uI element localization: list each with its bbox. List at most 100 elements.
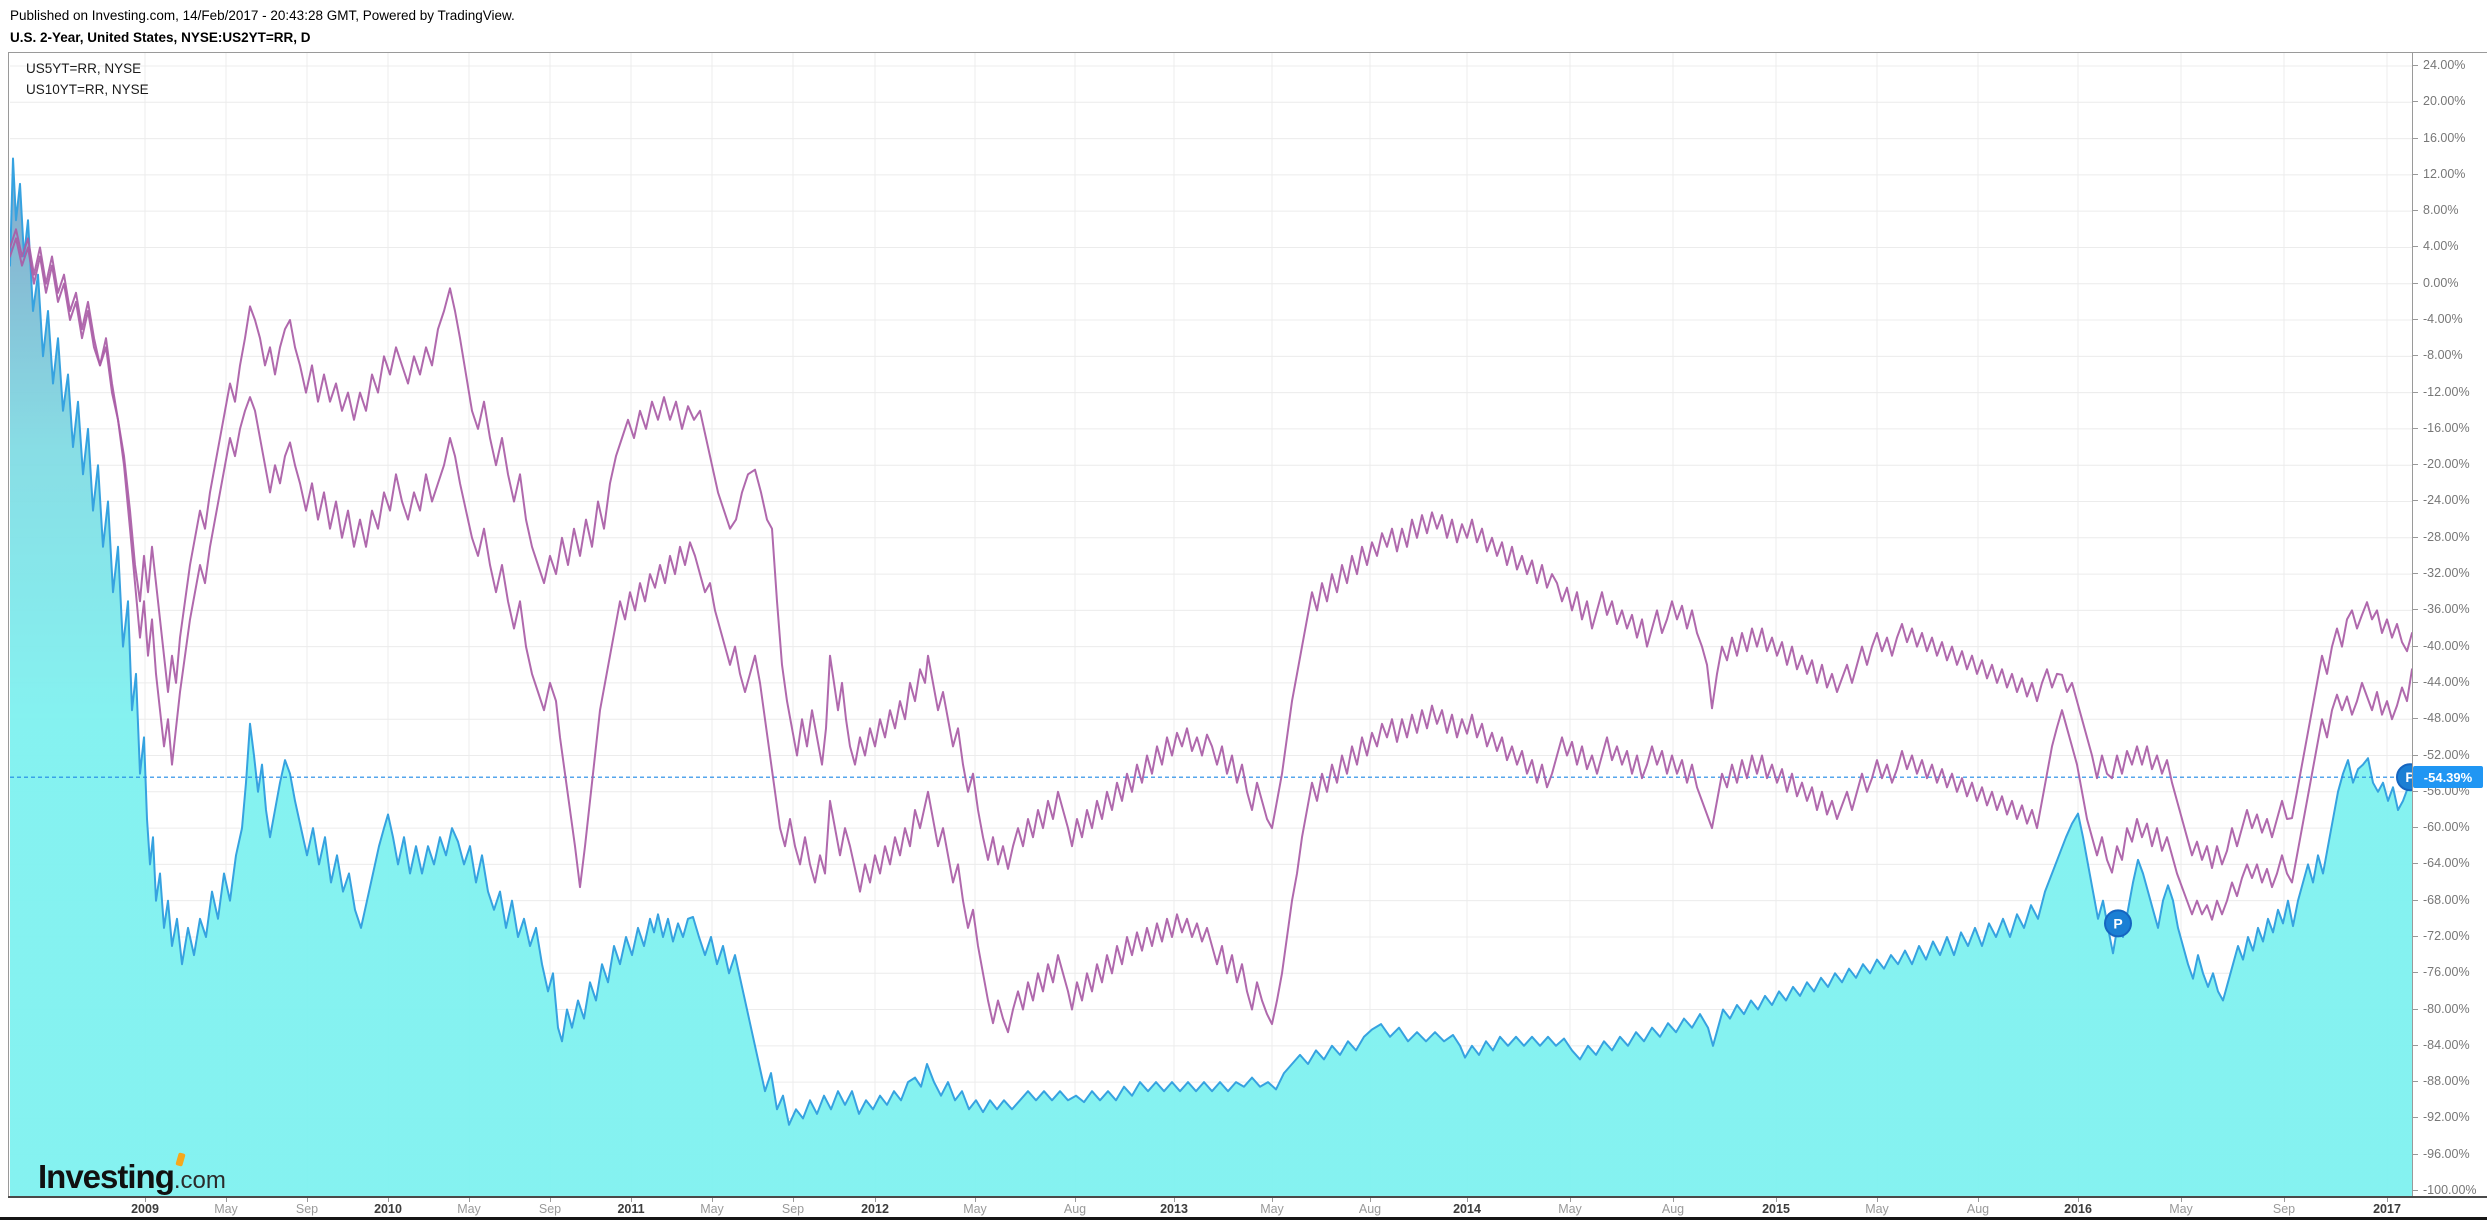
price-tick-label: 16.00%: [2423, 130, 2466, 145]
time-tick-label: May: [214, 1202, 238, 1216]
time-tick: [793, 1198, 794, 1202]
time-tick-label: Aug: [1358, 1202, 1382, 1216]
time-tick: [2181, 1198, 2182, 1202]
time-tick-label: Sep: [538, 1202, 562, 1216]
price-tick: [2412, 282, 2418, 284]
time-tick: [1877, 1198, 1878, 1202]
price-tick-label: -24.00%: [2423, 493, 2470, 508]
time-tick: [550, 1198, 551, 1202]
investing-logo-brand: Investing: [38, 1158, 175, 1195]
price-tick-label: -76.00%: [2423, 965, 2470, 980]
time-tick: [2284, 1198, 2285, 1202]
svg-text:P: P: [2405, 769, 2412, 785]
price-tick: [2412, 754, 2418, 756]
time-tick-label: May: [2169, 1202, 2193, 1216]
time-tick: [975, 1198, 976, 1202]
area-series-us2yt: [9, 157, 2413, 1196]
price-tick-label: 20.00%: [2423, 94, 2466, 109]
price-tick-label: 24.00%: [2423, 58, 2466, 72]
price-tick: [2412, 1081, 2418, 1083]
price-tick: [2412, 391, 2418, 393]
price-tick: [2412, 536, 2418, 538]
time-tick-label: 2014: [1453, 1202, 1481, 1216]
time-tick: [1075, 1198, 1076, 1202]
time-tick-label: 2013: [1160, 1202, 1188, 1216]
time-tick: [712, 1198, 713, 1202]
price-tick-label: -92.00%: [2423, 1110, 2470, 1125]
time-tick-label: Sep: [781, 1202, 805, 1216]
line-series-us10yt: [9, 237, 2413, 870]
time-axis-border: [8, 1196, 2487, 1198]
time-axis[interactable]: 2009 May Sep 2010 May Sep 2011 May Sep 2012 May Aug…: [0, 1198, 2487, 1217]
time-tick-label: Sep: [2272, 1202, 2296, 1216]
price-tick-label: -100.00%: [2423, 1183, 2477, 1197]
time-tick: [1776, 1198, 1777, 1202]
price-tick: [2412, 1117, 2418, 1119]
price-tick-label: -64.00%: [2423, 856, 2470, 871]
price-tick: [2412, 935, 2418, 937]
frame-bottom-border: [0, 1217, 2487, 1220]
price-tick: [2412, 1044, 2418, 1046]
page-title: U.S. 2-Year, United States, NYSE:US2YT=R…: [10, 30, 311, 45]
price-tick: [2412, 899, 2418, 901]
publish-marker[interactable]: P: [2104, 909, 2132, 938]
price-tick-label: -36.00%: [2423, 602, 2470, 617]
time-tick: [1978, 1198, 1979, 1202]
price-tick: [2412, 972, 2418, 974]
time-tick: [1673, 1198, 1674, 1202]
price-tick-label: -8.00%: [2423, 348, 2463, 363]
time-tick: [1370, 1198, 1371, 1202]
time-tick: [1174, 1198, 1175, 1202]
time-tick: [631, 1198, 632, 1202]
price-tick: [2412, 645, 2418, 647]
time-tick: [2078, 1198, 2079, 1202]
price-tick-label: -28.00%: [2423, 529, 2470, 544]
price-tick: [2412, 210, 2418, 212]
price-tick: [2412, 573, 2418, 575]
price-tick: [2412, 101, 2418, 103]
series-legend: US5YT=RR, NYSE US10YT=RR, NYSE: [26, 58, 149, 100]
time-tick: [1570, 1198, 1571, 1202]
time-tick-label: 2010: [374, 1202, 402, 1216]
price-tick-label: -16.00%: [2423, 420, 2470, 435]
svg-text:P: P: [2113, 915, 2122, 931]
price-tick: [2412, 790, 2418, 792]
time-tick-label: Aug: [1966, 1202, 1990, 1216]
price-tick-label: -84.00%: [2423, 1037, 2470, 1052]
price-tick-label: -68.00%: [2423, 892, 2470, 907]
line-series-us5yt: [9, 228, 2413, 1034]
time-tick-label: Aug: [1661, 1202, 1685, 1216]
price-axis-divider: [2412, 52, 2413, 1196]
time-tick-label: 2017: [2373, 1202, 2401, 1216]
time-tick-label: May: [1558, 1202, 1582, 1216]
price-tick-label: -88.00%: [2423, 1074, 2470, 1089]
price-tick: [2412, 464, 2418, 466]
last-price-label: -54.39%: [2413, 766, 2483, 789]
investing-logo[interactable]: Investing.com: [38, 1152, 226, 1196]
price-tick-label: -52.00%: [2423, 747, 2470, 762]
price-tick-label: -96.00%: [2423, 1146, 2470, 1161]
price-tick: [2412, 500, 2418, 502]
price-tick: [2412, 718, 2418, 720]
price-axis[interactable]: 24.00% 20.00% 16.00% 12.00% 8.00% 4.00% 0.00% -…: [2412, 52, 2487, 1197]
price-tick: [2412, 1190, 2418, 1191]
time-tick: [1272, 1198, 1273, 1202]
price-tick-label: 0.00%: [2423, 275, 2459, 290]
price-tick-label: -20.00%: [2423, 457, 2470, 472]
price-tick-label: -60.00%: [2423, 820, 2470, 835]
price-tick-label: -4.00%: [2423, 312, 2463, 327]
time-tick-label: 2012: [861, 1202, 889, 1216]
price-tick: [2412, 319, 2418, 321]
price-tick: [2412, 173, 2418, 175]
published-line: Published on Investing.com, 14/Feb/2017 …: [10, 8, 515, 23]
time-tick: [875, 1198, 876, 1202]
time-tick-label: 2009: [131, 1202, 159, 1216]
time-tick-label: 2016: [2064, 1202, 2092, 1216]
chart-top-border: [8, 52, 2487, 53]
price-tick: [2412, 827, 2418, 829]
time-tick-label: May: [457, 1202, 481, 1216]
publish-marker[interactable]: P: [2396, 763, 2424, 792]
price-tick-label: 12.00%: [2423, 166, 2466, 181]
time-tick: [145, 1198, 146, 1202]
